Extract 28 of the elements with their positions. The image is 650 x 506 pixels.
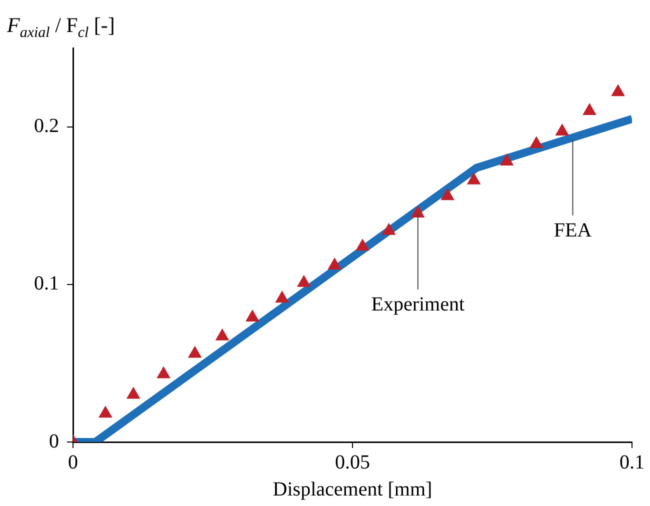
x-axis-title: Displacement [mm] (272, 478, 432, 500)
y-tick-label: 0.1 (34, 272, 59, 295)
annotation: FEA (554, 220, 592, 242)
y-tick-label: 0.2 (34, 115, 59, 138)
point (188, 346, 202, 358)
point (156, 366, 170, 378)
point (296, 274, 311, 287)
point (328, 257, 342, 270)
y-tick-label: 0 (49, 430, 59, 452)
x-tick-label: 0.1 (620, 451, 644, 474)
x-tick-label: 0 (68, 451, 78, 474)
point (529, 136, 544, 148)
point (275, 290, 289, 303)
point (98, 406, 112, 418)
point (126, 386, 140, 399)
point (466, 172, 481, 184)
point (215, 328, 230, 340)
point (410, 205, 425, 218)
point (356, 238, 370, 251)
point (611, 84, 625, 96)
x-tick-label: 0.05 (335, 451, 370, 474)
point (500, 153, 514, 166)
annotation: Experiment (371, 294, 465, 316)
point (555, 124, 570, 136)
point (246, 309, 260, 322)
point (440, 188, 454, 200)
point (382, 222, 396, 235)
point (582, 103, 596, 116)
